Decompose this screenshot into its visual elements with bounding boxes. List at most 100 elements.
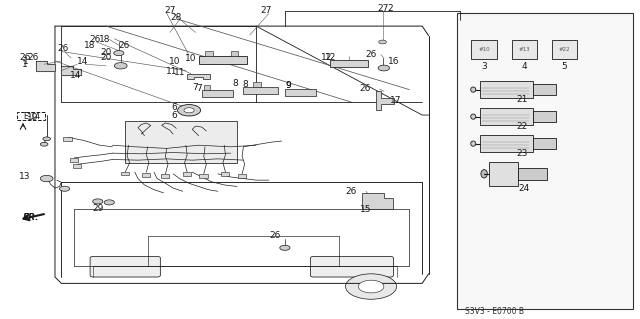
Bar — [70, 158, 78, 162]
Bar — [330, 60, 368, 67]
Circle shape — [358, 280, 384, 293]
Bar — [205, 50, 212, 56]
Ellipse shape — [470, 141, 476, 146]
Circle shape — [280, 245, 290, 250]
Text: 22: 22 — [516, 122, 527, 131]
Text: 8: 8 — [233, 79, 239, 88]
Text: 26: 26 — [359, 85, 371, 93]
Circle shape — [115, 63, 127, 69]
Circle shape — [177, 105, 200, 116]
Polygon shape — [362, 193, 394, 209]
Text: #13: #13 — [518, 47, 530, 52]
Text: 24: 24 — [519, 184, 530, 193]
Circle shape — [60, 186, 70, 191]
Text: 7: 7 — [193, 83, 198, 92]
Text: 8: 8 — [243, 80, 248, 89]
FancyBboxPatch shape — [90, 256, 161, 277]
Bar — [73, 164, 81, 168]
Bar — [489, 162, 518, 186]
Circle shape — [378, 65, 390, 71]
Text: 26: 26 — [269, 231, 281, 240]
Text: 12: 12 — [321, 53, 332, 62]
Text: 1: 1 — [22, 60, 28, 69]
Text: 10: 10 — [185, 54, 196, 63]
Circle shape — [40, 175, 53, 182]
Text: 3: 3 — [481, 62, 487, 71]
Text: 26: 26 — [27, 53, 38, 62]
Bar — [202, 90, 232, 97]
Ellipse shape — [481, 170, 487, 178]
Text: 14: 14 — [70, 71, 82, 80]
Bar — [182, 172, 191, 176]
Circle shape — [104, 200, 115, 205]
Text: S3V3 - E0700 B: S3V3 - E0700 B — [465, 308, 524, 316]
Text: 1: 1 — [24, 57, 29, 66]
Text: 12: 12 — [324, 53, 336, 62]
Bar — [479, 135, 533, 152]
Text: 7: 7 — [196, 84, 202, 93]
Text: 27: 27 — [260, 6, 271, 15]
Bar — [285, 89, 316, 96]
Text: 23: 23 — [516, 149, 527, 158]
Polygon shape — [187, 74, 209, 79]
Text: 29: 29 — [92, 204, 104, 213]
Text: 28: 28 — [171, 13, 182, 22]
Bar — [552, 41, 577, 59]
Bar — [198, 56, 246, 64]
Circle shape — [184, 108, 194, 113]
Text: 17: 17 — [390, 96, 401, 105]
Text: 14: 14 — [77, 57, 88, 66]
Bar — [511, 41, 537, 59]
Bar — [221, 172, 229, 176]
Bar — [479, 108, 533, 125]
Text: 27: 27 — [377, 4, 388, 13]
Text: 18: 18 — [84, 41, 96, 50]
Bar — [243, 87, 278, 94]
Text: 20: 20 — [100, 53, 112, 62]
Text: 9: 9 — [285, 81, 291, 90]
Bar — [458, 13, 633, 309]
Ellipse shape — [470, 114, 476, 119]
Bar — [161, 174, 170, 178]
Polygon shape — [36, 61, 55, 70]
Circle shape — [43, 137, 51, 141]
Text: 20: 20 — [100, 48, 112, 57]
Text: 18: 18 — [99, 35, 111, 44]
Bar — [230, 50, 238, 56]
Bar — [479, 81, 533, 98]
Text: 9: 9 — [285, 81, 291, 90]
Circle shape — [346, 274, 397, 299]
Text: #10: #10 — [478, 47, 490, 52]
Bar — [121, 172, 129, 175]
Text: 26: 26 — [90, 35, 101, 44]
Bar — [204, 85, 210, 90]
Circle shape — [93, 199, 103, 204]
Circle shape — [40, 142, 48, 146]
Text: E-14: E-14 — [23, 112, 40, 121]
Bar — [237, 174, 246, 178]
Text: 21: 21 — [516, 95, 527, 104]
FancyBboxPatch shape — [310, 256, 394, 277]
Text: 6: 6 — [171, 111, 177, 120]
Text: 26: 26 — [118, 41, 130, 50]
Text: 15: 15 — [360, 205, 372, 214]
Text: 26: 26 — [345, 187, 356, 196]
Text: 6: 6 — [172, 103, 177, 112]
Text: 5: 5 — [562, 62, 568, 71]
Text: 26: 26 — [58, 44, 69, 54]
Polygon shape — [376, 91, 394, 110]
Text: 26: 26 — [365, 50, 377, 59]
FancyBboxPatch shape — [17, 112, 45, 121]
Text: 11: 11 — [166, 67, 177, 76]
Bar — [533, 138, 556, 149]
Text: 11: 11 — [173, 68, 185, 77]
Bar — [471, 41, 497, 59]
Text: 26: 26 — [19, 53, 31, 62]
Circle shape — [379, 40, 387, 44]
Polygon shape — [61, 66, 81, 75]
Bar — [533, 111, 556, 122]
Bar — [518, 168, 547, 180]
Bar — [199, 174, 207, 178]
Circle shape — [114, 50, 124, 56]
Text: #22: #22 — [559, 47, 570, 52]
